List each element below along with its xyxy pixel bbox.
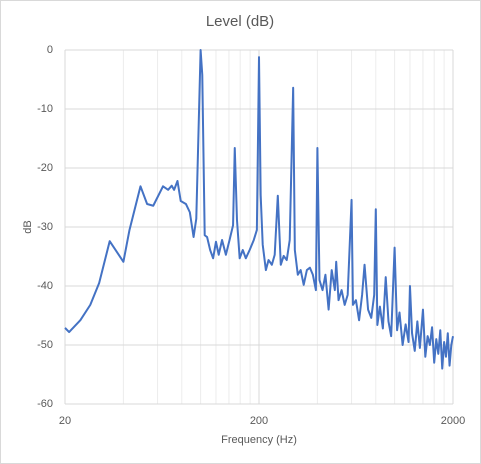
y-tick-label: -10 (37, 103, 53, 115)
x-tick-label: 20 (59, 415, 71, 427)
y-tick-label: -60 (37, 398, 53, 410)
x-axis-label: Frequency (Hz) (221, 434, 297, 446)
y-tick-label: -30 (37, 221, 53, 233)
y-tick-label: 0 (47, 44, 53, 56)
y-axis-label: dB (22, 220, 34, 233)
x-tick-label: 2000 (441, 415, 465, 427)
chart-title: Level (dB) (206, 13, 274, 30)
y-tick-label: -40 (37, 280, 53, 292)
x-tick-label: 200 (250, 415, 268, 427)
y-tick-label: -50 (37, 339, 53, 351)
series-line (64, 49, 454, 370)
y-tick-label: -20 (37, 162, 53, 174)
